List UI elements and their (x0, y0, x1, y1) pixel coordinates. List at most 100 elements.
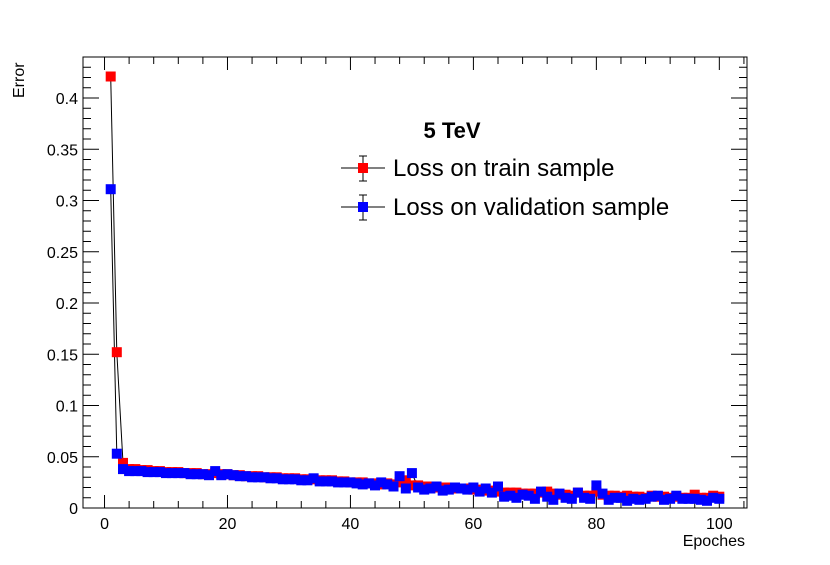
data-point-validation (695, 494, 706, 505)
data-point-validation (406, 468, 417, 479)
data-point-train (542, 486, 553, 497)
data-point-validation (271, 473, 282, 484)
y-tick-label: 0 (69, 501, 78, 518)
data-point-validation (665, 493, 676, 504)
data-point-validation (542, 491, 553, 502)
y-axis-title: Error (11, 62, 28, 98)
data-point-validation (388, 481, 399, 492)
y-tick-label: 0.35 (47, 142, 78, 159)
data-point-validation (370, 480, 380, 491)
data-point-validation (351, 478, 362, 489)
x-axis-title: Epoches (683, 533, 745, 550)
y-tick-label: 0.4 (56, 91, 78, 108)
tick-labels-group: 0 20 40 60 80 100 0 0.05 0.1 0.15 0.2 0.25 0.3 0.35 0.… (47, 91, 733, 533)
data-point-validation (197, 469, 208, 480)
y-tick-label: 0.3 (56, 194, 78, 211)
data-point-validation (683, 493, 694, 504)
y-tick-label: 0.25 (47, 245, 78, 262)
data-point-train (118, 457, 128, 468)
x-tick-label: 0 (100, 516, 109, 533)
y-tick-label: 0.1 (56, 399, 78, 416)
data-point-validation (376, 477, 387, 488)
data-point-validation (456, 483, 467, 494)
data-point-validation (425, 483, 436, 494)
data-point-validation (493, 481, 503, 492)
data-point-validation (284, 474, 294, 485)
data-point-validation (622, 495, 633, 506)
legend: 5 TeV Loss on train sample Loss on valid… (341, 118, 669, 221)
data-point-validation (462, 484, 473, 495)
x-tick-label: 20 (219, 516, 237, 533)
data-point-validation (609, 492, 620, 503)
data-point-validation (148, 467, 159, 478)
data-point-validation (314, 476, 325, 487)
data-point-validation (130, 466, 141, 477)
data-point-train (529, 488, 540, 499)
legend-item-train: Loss on train sample (341, 155, 614, 182)
data-point-validation (646, 491, 657, 502)
data-point-validation (560, 492, 571, 503)
data-point-validation (228, 470, 239, 481)
data-point-validation (210, 466, 221, 477)
data-point-validation (105, 184, 116, 195)
data-point-train (406, 480, 417, 491)
data-point-validation (240, 471, 251, 482)
data-point-train (548, 488, 559, 499)
data-point-validation (363, 478, 374, 489)
data-point-validation (505, 490, 516, 501)
legend-marker-train (358, 163, 368, 173)
legend-label-validation: Loss on validation sample (393, 194, 669, 221)
data-point-validation (308, 473, 319, 484)
data-point-validation (191, 469, 202, 480)
legend-marker-validation (358, 202, 368, 212)
data-point-validation (111, 448, 122, 459)
data-point-validation (333, 477, 344, 488)
data-point-validation (400, 483, 411, 494)
data-point-validation (536, 486, 546, 497)
data-point-validation (222, 469, 233, 480)
data-point-validation (499, 491, 510, 502)
data-point-train (511, 487, 522, 498)
data-point-validation (302, 475, 313, 486)
data-point-validation (253, 472, 264, 483)
data-point-validation (640, 493, 651, 504)
data-point-validation (185, 469, 196, 480)
data-point-validation (167, 468, 178, 479)
data-point-validation (161, 468, 171, 479)
data-point-validation (339, 477, 350, 488)
data-point-validation (517, 489, 528, 500)
data-point-validation (714, 493, 725, 504)
data-point-validation (554, 488, 565, 499)
data-point-validation (597, 488, 608, 499)
data-point-validation (572, 487, 583, 498)
data-point-train (493, 486, 503, 497)
data-point-validation (437, 485, 448, 496)
legend-title: 5 TeV (423, 118, 480, 143)
data-point-validation (616, 492, 626, 503)
data-point-validation (585, 493, 596, 504)
data-point-validation (357, 479, 368, 490)
data-point-validation (671, 490, 682, 501)
data-point-validation (259, 472, 270, 483)
data-point-validation (603, 494, 614, 505)
data-point-validation (474, 486, 485, 497)
data-point-validation (216, 470, 227, 481)
data-point-train (400, 475, 411, 486)
y-tick-label: 0.05 (47, 450, 78, 467)
data-point-train (591, 486, 602, 497)
x-tick-label: 100 (706, 516, 733, 533)
series-line-validation (110, 189, 720, 502)
plot-frame (82, 56, 748, 509)
x-tick-label: 80 (587, 516, 605, 533)
data-point-validation (689, 493, 700, 504)
data-point-validation (296, 475, 307, 486)
data-point-validation (277, 474, 288, 485)
data-point-validation (566, 493, 577, 504)
data-point-validation (591, 480, 602, 491)
data-point-validation (450, 482, 460, 493)
data-point-validation (327, 476, 337, 487)
data-point-validation (142, 467, 153, 478)
data-point-validation (634, 494, 645, 505)
data-point-validation (486, 487, 497, 498)
